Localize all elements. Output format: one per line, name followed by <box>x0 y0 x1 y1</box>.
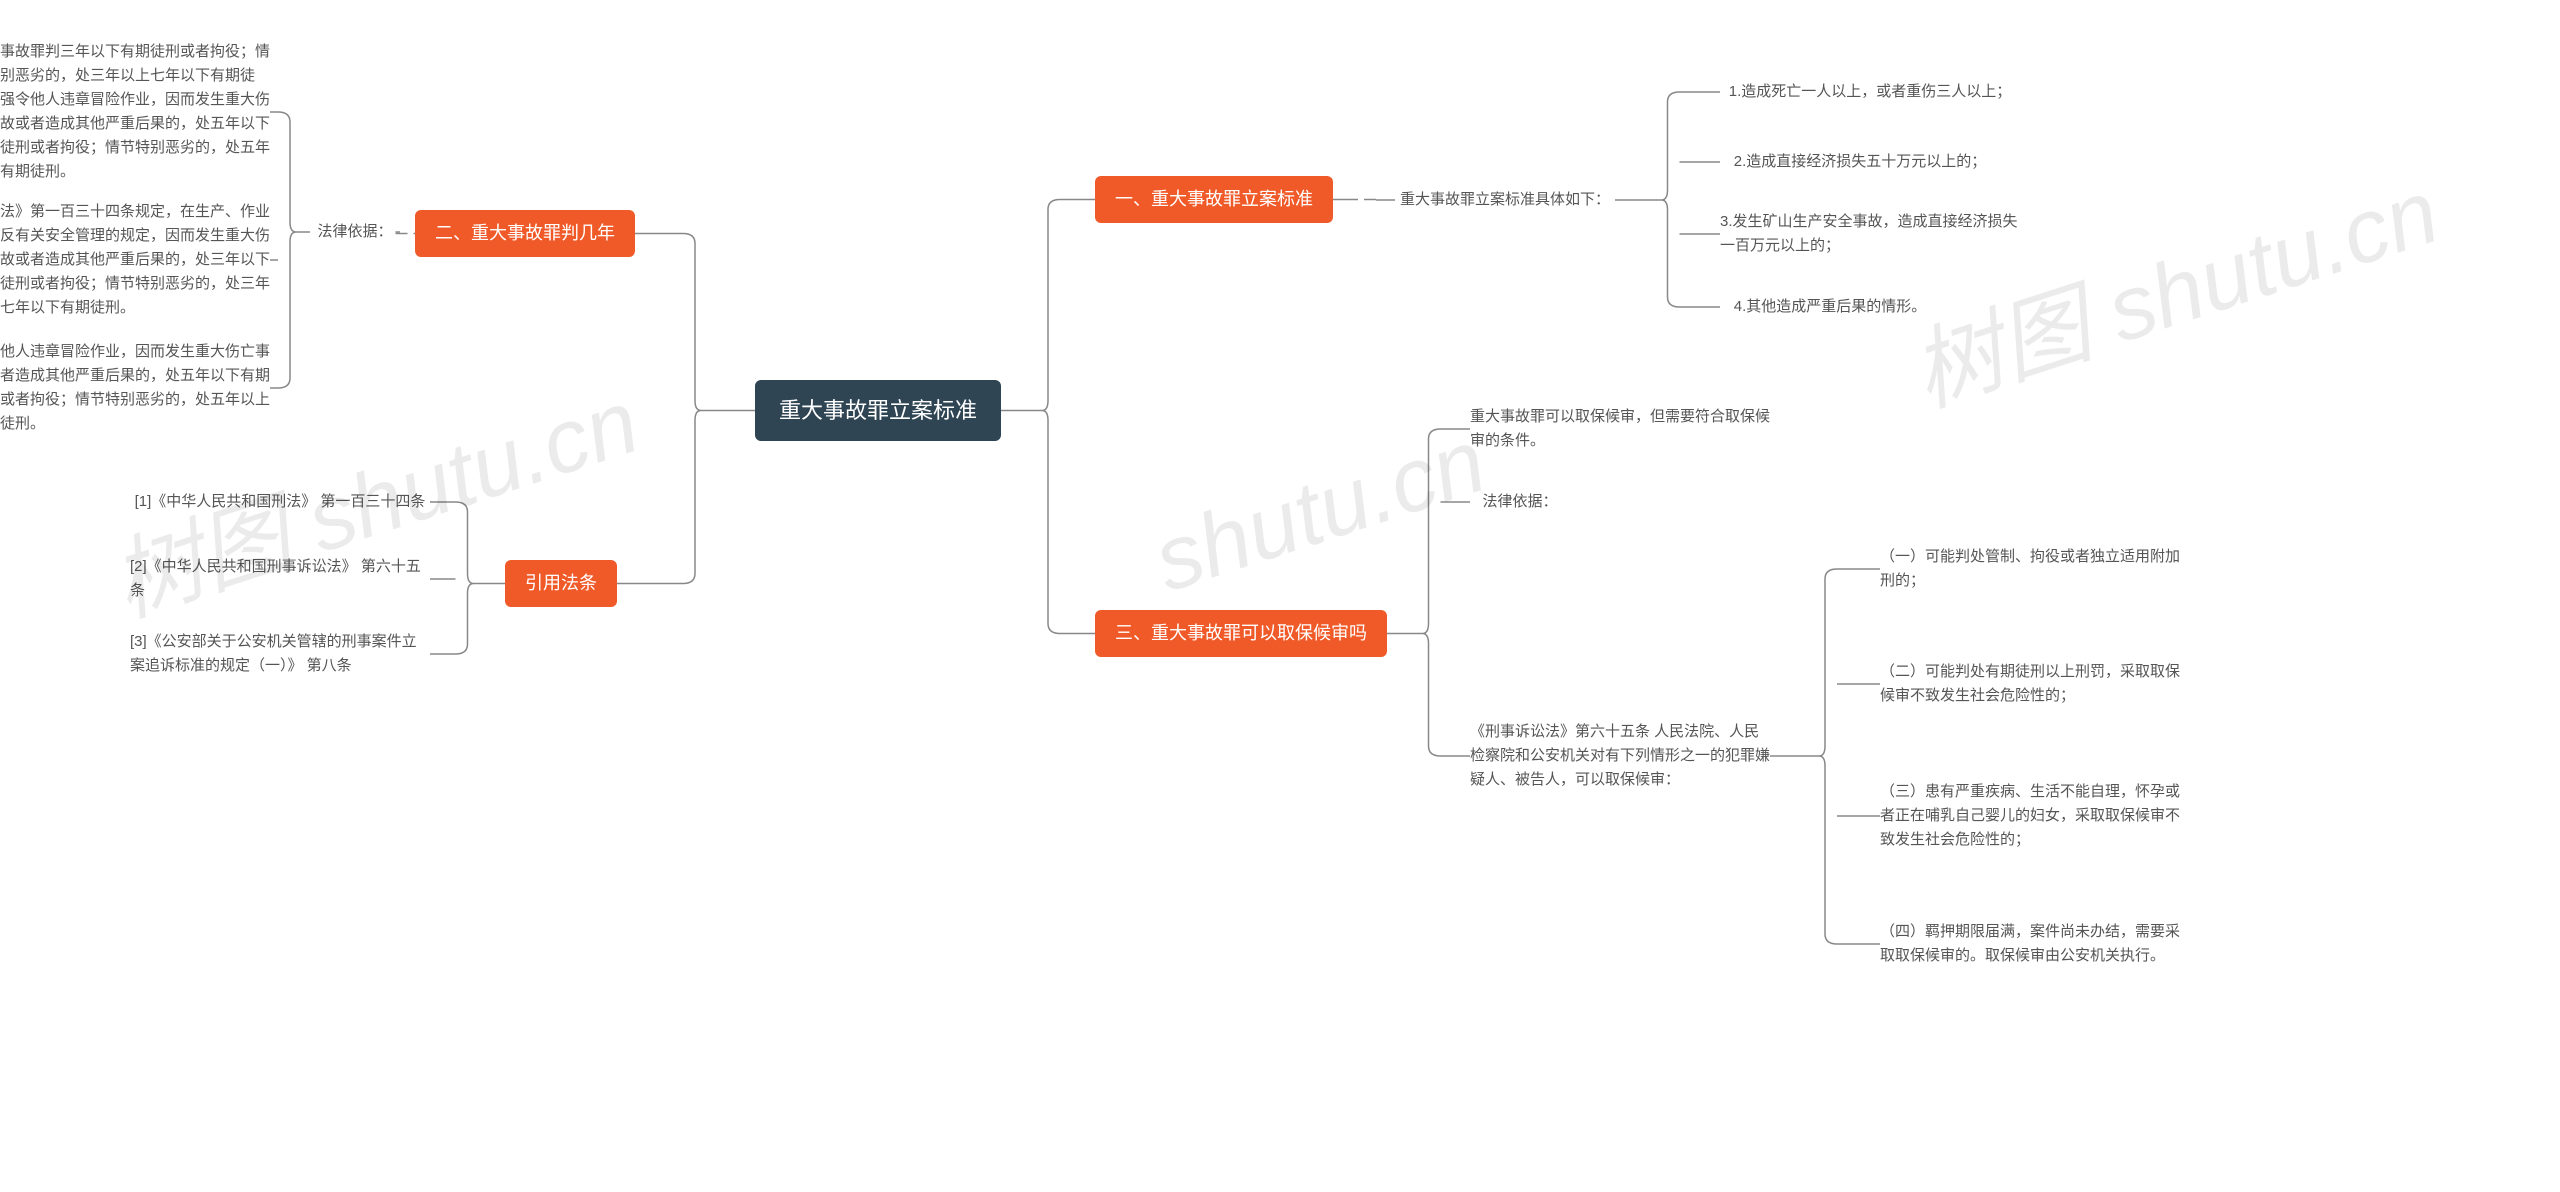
left-0-sub-child-1: 《刑法》第一百三十四条规定，在生产、作业中违反有关安全管理的规定，因而发生重大伤… <box>0 200 270 320</box>
watermark: shutu.cn <box>1142 410 1497 613</box>
left-0-sub-child-0: 重大事故罪判三年以下有期徒刑或者拘役；情节特别恶劣的，处三年以上七年以下有期徒刑… <box>0 40 270 184</box>
left-1-child-0: [1]《中华人民共和国刑法》 第一百三十四条 <box>130 490 430 514</box>
root-node: 重大事故罪立案标准 <box>755 380 1001 441</box>
left-1-child-2: [3]《公安部关于公安机关管辖的刑事案件立案追诉标准的规定（一）》 第八条 <box>130 630 430 678</box>
right-1-child-1: 法律依据： <box>1470 490 1570 514</box>
right-0-sub-child-1: 2.造成直接经济损失五十万元以上的； <box>1720 150 2000 174</box>
right-1-sub-child-0: （一）可能判处管制、拘役或者独立适用附加刑的； <box>1880 545 2180 593</box>
right-branch-1: 三、重大事故罪可以取保候审吗 <box>1095 610 1387 657</box>
right-1-sub-child-3: （四）羁押期限届满，案件尚未办结，需要采取取保候审的。取保候审由公安机关执行。 <box>1880 920 2180 968</box>
watermark: 树图 shutu.cn <box>1893 139 2452 431</box>
right-0-child-0: 重大事故罪立案标准具体如下： <box>1395 188 1615 212</box>
right-0-sub-child-3: 4.其他造成严重后果的情形。 <box>1720 295 1940 319</box>
left-0-sub-child-2: 强令他人违章冒险作业，因而发生重大伤亡事故或者造成其他严重后果的，处五年以下有期… <box>0 340 270 436</box>
right-1-child-0: 重大事故罪可以取保候审，但需要符合取保候审的条件。 <box>1470 405 1770 453</box>
right-1-child-2: 《刑事诉讼法》第六十五条 人民法院、人民检察院和公安机关对有下列情形之一的犯罪嫌… <box>1470 720 1770 792</box>
left-branch-0: 二、重大事故罪判几年 <box>415 210 635 257</box>
right-0-sub-child-2: 3.发生矿山生产安全事故，造成直接经济损失一百万元以上的； <box>1720 210 2020 258</box>
left-branch-1: 引用法条 <box>505 560 617 607</box>
right-1-sub-child-2: （三）患有严重疾病、生活不能自理，怀孕或者正在哺乳自己婴儿的妇女，采取取保候审不… <box>1880 780 2180 852</box>
right-0-sub-child-0: 1.造成死亡一人以上，或者重伤三人以上； <box>1720 80 2020 104</box>
right-1-sub-child-1: （二）可能判处有期徒刑以上刑罚，采取取保候审不致发生社会危险性的； <box>1880 660 2180 708</box>
right-branch-0: 一、重大事故罪立案标准 <box>1095 176 1333 223</box>
left-1-child-1: [2]《中华人民共和国刑事诉讼法》 第六十五条 <box>130 555 430 603</box>
left-0-child-0: 法律依据： <box>310 220 400 244</box>
